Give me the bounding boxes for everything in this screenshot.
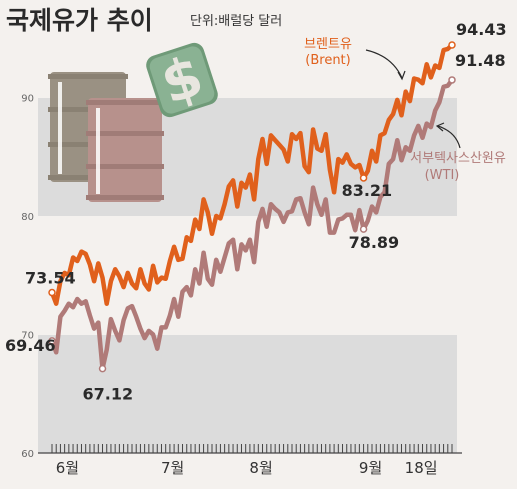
y-tick-label: 90 (21, 94, 34, 105)
x-tick-label: 8월 (249, 459, 272, 477)
x-tick-label: 6월 (56, 459, 79, 477)
brent-marker (448, 41, 456, 49)
dollar-sign-icon: $ (146, 42, 218, 117)
wti-value-label: 91.48 (455, 51, 506, 70)
legend-brent: 브렌트유 (Brent) (304, 37, 406, 81)
legend-brent-arrowhead (397, 70, 406, 81)
x-axis: 6월 7월 8월 9월 18일 (38, 444, 462, 477)
y-tick-label: 80 (21, 212, 34, 223)
chart-title: 국제유가 추이 (6, 6, 153, 35)
y-tick-label: 70 (21, 331, 34, 342)
y-axis: 60 70 80 90 (21, 94, 34, 461)
legend-wti-arrow (437, 125, 461, 149)
legend-wti: 서부텍사스산원유 (WTI) (410, 122, 506, 183)
wti-value-label: 78.89 (349, 233, 400, 252)
annotation-layer: 73.54 83.21 94.43 69.46 67.12 78.89 91.48 (5, 20, 507, 404)
brent-value-label: 83.21 (342, 181, 393, 200)
brent-value-label: 73.54 (25, 269, 76, 288)
brent-value-label: 94.43 (456, 20, 507, 39)
oil-barrel-icon (48, 72, 164, 202)
y-tick-label: 60 (21, 449, 34, 460)
x-tick-label: 7월 (161, 459, 184, 477)
wti-marker (48, 337, 56, 345)
wti-marker (359, 225, 368, 233)
brent-marker (359, 174, 368, 182)
brent-marker (48, 288, 56, 297)
x-tick-label: 18일 (405, 459, 438, 477)
series-layer (49, 42, 455, 371)
wti-value-label: 67.12 (83, 385, 134, 404)
legend-wti-name: 서부텍사스산원유 (410, 151, 506, 166)
wti-line (49, 77, 455, 371)
legend-brent-name: 브렌트유 (304, 37, 352, 52)
wti-marker (448, 76, 456, 84)
legend-wti-arrowhead (435, 122, 445, 132)
legend-brent-arrow (365, 49, 403, 79)
chart-unit: 단위:배럴당 달러 (190, 14, 282, 29)
brent-line (49, 42, 455, 306)
x-tick-label: 9월 (359, 459, 382, 477)
legend-wti-sub: (WTI) (425, 168, 460, 183)
wti-value-label: 69.46 (5, 336, 56, 355)
legend-brent-sub: (Brent) (305, 53, 350, 68)
wti-marker (98, 364, 107, 373)
